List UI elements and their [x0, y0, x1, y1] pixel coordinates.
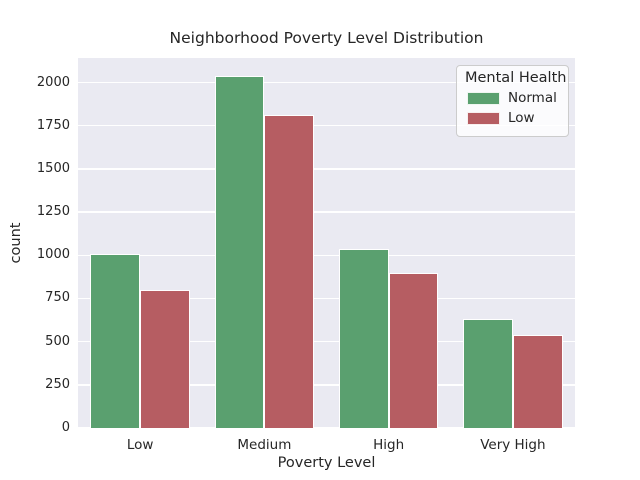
x-axis-label: Poverty Level: [277, 455, 376, 471]
legend-label-normal: Normal: [508, 90, 557, 106]
y-tick-label-1750: 1750: [36, 117, 70, 133]
legend-title: Mental Health: [465, 70, 567, 86]
x-tick-label-high: High: [373, 437, 405, 453]
gridline-y-1000: [78, 254, 575, 256]
gridline-y-1250: [78, 211, 575, 213]
y-tick-label-1500: 1500: [36, 160, 70, 176]
gridline-y-1500: [78, 168, 575, 170]
legend-entries: Normal Low: [465, 90, 560, 126]
bar-high-low: [388, 272, 439, 428]
gridline-y-500: [78, 340, 575, 343]
bar-low-normal: [90, 253, 141, 428]
y-tick-label-2000: 2000: [36, 74, 70, 90]
chart-title: Neighborhood Poverty Level Distribution: [169, 29, 484, 47]
bar-medium-normal: [214, 75, 265, 428]
y-tick-label-1250: 1250: [36, 204, 70, 220]
gridline-y-750: [78, 297, 575, 300]
y-tick-label-250: 250: [45, 376, 70, 392]
y-tick-label-500: 500: [45, 333, 70, 349]
bar-very-high-normal: [463, 319, 513, 428]
gridline-y-1750: [78, 125, 575, 127]
x-tick-label-medium: Medium: [237, 437, 292, 453]
legend-entry-normal: Normal: [467, 90, 560, 106]
bar-medium-low: [264, 115, 315, 428]
plot-area: Mental Health Normal Low: [78, 58, 575, 429]
y-tick-label-1000: 1000: [36, 247, 70, 263]
legend-entry-low: Low: [467, 110, 560, 126]
legend-swatch-normal: [467, 91, 500, 105]
bar-low-low: [140, 289, 190, 428]
gridline-y-0: [78, 427, 575, 429]
legend: Mental Health Normal Low: [456, 65, 569, 137]
gridline-y-250: [78, 384, 575, 386]
y-tick-label-0: 0: [61, 420, 70, 435]
legend-label-low: Low: [508, 110, 535, 126]
x-tick-label-very-high: Very High: [480, 437, 546, 453]
bar-high-normal: [338, 249, 389, 428]
gridline-y-2000: [78, 81, 575, 84]
bar-very-high-low: [512, 334, 563, 428]
y-tick-label-750: 750: [45, 290, 70, 306]
legend-swatch-low: [467, 111, 500, 125]
x-tick-label-low: Low: [126, 437, 154, 453]
